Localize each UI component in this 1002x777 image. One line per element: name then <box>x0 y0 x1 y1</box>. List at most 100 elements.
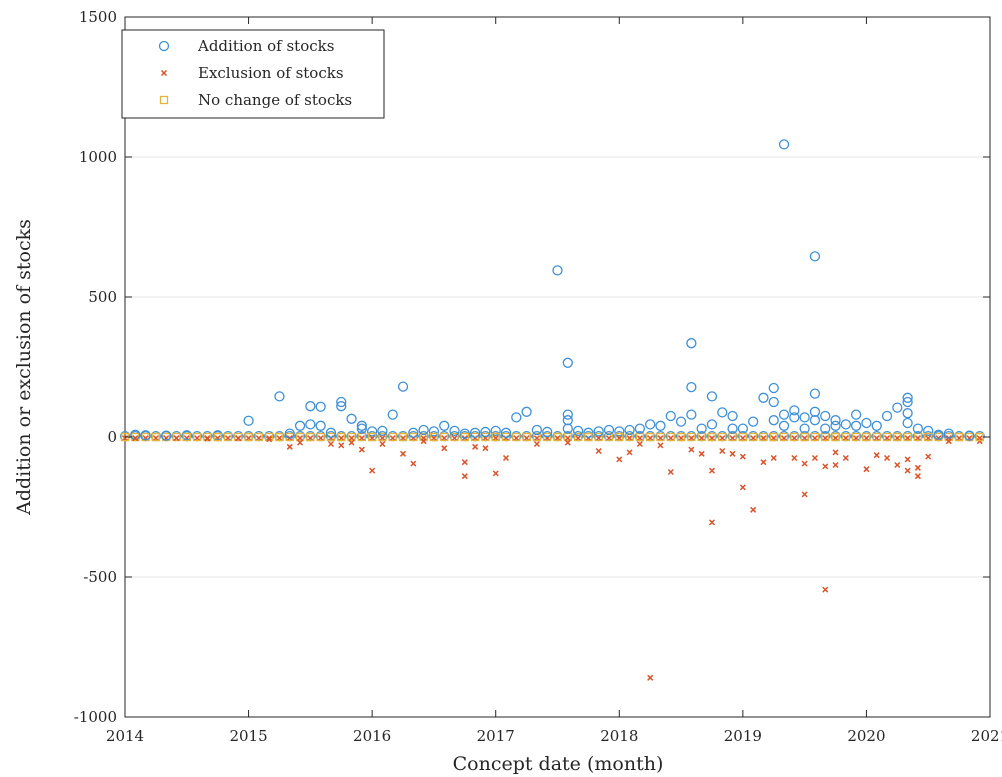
addition-point <box>500 427 512 438</box>
exclusion-point <box>389 435 396 442</box>
exclusion-point <box>194 435 201 442</box>
x-stroke <box>883 435 891 442</box>
exclusion-point <box>647 435 654 442</box>
no-change-point <box>749 432 758 442</box>
addition-point <box>521 406 532 417</box>
addition-point <box>315 401 326 412</box>
exclusion-point <box>575 435 582 442</box>
x-stroke <box>513 435 520 442</box>
no-change-point <box>687 432 696 442</box>
x-stroke <box>657 435 664 442</box>
x-stroke <box>327 440 334 448</box>
x-stroke <box>317 435 324 442</box>
no-change-point <box>213 432 222 442</box>
exclusion-point <box>739 453 746 460</box>
x-stroke <box>801 460 808 467</box>
x-stroke <box>204 435 211 442</box>
x-stroke <box>575 435 582 442</box>
x-stroke <box>894 461 901 469</box>
addition-point <box>490 425 501 436</box>
no-change-point <box>656 432 665 442</box>
exclusion-point <box>595 447 602 455</box>
x-stroke <box>358 446 365 453</box>
addition-point <box>181 430 192 441</box>
legend-marker <box>158 40 170 52</box>
addition-point <box>840 419 851 430</box>
no-change-point <box>203 432 212 442</box>
addition-point <box>727 423 738 434</box>
legend-label: No change of stocks <box>198 91 352 109</box>
exclusion-point <box>801 491 808 498</box>
exclusion-point <box>317 435 324 442</box>
no-change-point <box>573 432 583 442</box>
grid-lines <box>125 156 990 578</box>
addition-point <box>799 412 810 423</box>
x-tick-label: 2015 <box>229 727 267 745</box>
exclusion-point <box>719 447 726 455</box>
x-stroke <box>636 435 643 442</box>
no-change-point <box>594 432 603 442</box>
addition-point <box>469 427 481 438</box>
addition-point <box>583 427 594 438</box>
addition-point <box>397 381 409 392</box>
x-stroke <box>461 459 468 466</box>
addition-point <box>850 420 862 431</box>
exclusion-point <box>132 435 139 442</box>
exclusion-point <box>894 435 901 442</box>
no-change-point <box>388 432 397 442</box>
no-change-point <box>851 432 861 442</box>
exclusion-point <box>842 454 849 462</box>
exclusion-point <box>688 435 695 442</box>
plot-border <box>124 16 991 718</box>
addition-point <box>933 429 944 440</box>
x-stroke <box>729 450 736 457</box>
x-stroke <box>379 435 386 442</box>
addition-point <box>820 423 831 434</box>
exclusion-point <box>708 519 715 526</box>
x-stroke <box>832 435 839 442</box>
addition-point <box>562 423 573 434</box>
x-stroke <box>853 435 860 442</box>
addition-point <box>562 357 573 368</box>
exclusion-point <box>698 435 705 442</box>
addition-point <box>572 425 584 436</box>
addition-point <box>531 424 543 436</box>
no-change-point <box>584 432 593 442</box>
exclusion-point <box>801 460 808 467</box>
exclusion-point <box>338 442 345 449</box>
x-stroke <box>389 435 396 442</box>
addition-point <box>655 420 666 431</box>
exclusion-point <box>564 435 571 442</box>
exclusion-point <box>698 450 705 457</box>
x-stroke <box>348 439 355 446</box>
addition-point <box>480 426 491 438</box>
addition-point <box>418 424 429 436</box>
x-stroke <box>369 467 376 474</box>
exclusion-point <box>811 435 818 442</box>
x-tick-label: 2020 <box>847 727 885 745</box>
x-stroke <box>441 435 448 442</box>
x-stroke <box>904 456 911 463</box>
exclusion-point <box>338 435 345 442</box>
addition-point <box>902 417 913 429</box>
exclusion-point <box>523 435 530 442</box>
x-stroke <box>719 435 726 442</box>
x-stroke <box>266 435 273 442</box>
no-change-point <box>470 432 480 442</box>
x-stroke <box>266 436 273 443</box>
exclusion-point <box>760 435 767 442</box>
exclusion-point <box>348 439 355 446</box>
addition-point <box>778 139 790 150</box>
exclusion-point <box>708 435 715 442</box>
exclusion-point <box>379 440 386 448</box>
exclusion-point <box>811 454 818 462</box>
exclusion-point <box>533 440 540 448</box>
exclusion-point <box>739 484 746 491</box>
x-stroke <box>369 435 376 442</box>
addition-point <box>366 426 378 437</box>
exclusion-point <box>369 467 376 474</box>
addition-point <box>603 424 615 436</box>
x-stroke <box>781 435 788 442</box>
x-stroke <box>925 435 932 442</box>
x-stroke <box>121 435 129 442</box>
